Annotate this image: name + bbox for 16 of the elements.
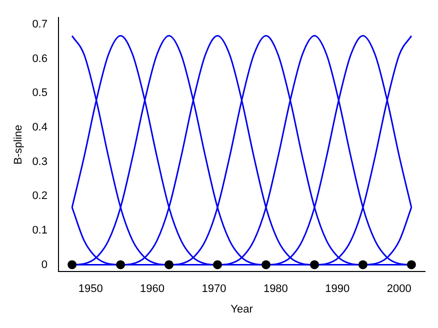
x-tick-label: 1950 [78,283,103,296]
y-tick-label: 0.3 [32,156,48,168]
y-tick-label: 0 [41,258,48,271]
y-tick-label: 0.7 [32,18,48,30]
y-tick-label: 0.2 [32,190,48,202]
y-axis-title: B-spline [12,124,25,164]
y-tick-label: 0.6 [32,52,48,65]
x-axis-title: Year [230,303,254,316]
x-tick-label: 1990 [325,283,350,296]
x-tick-label: 1960 [140,283,165,296]
y-tick-label: 0.1 [32,224,48,236]
y-tick-label: 0.4 [32,121,48,134]
x-tick-label: 2000 [386,283,412,296]
x-tick-label: 1970 [202,283,226,296]
y-tick-label: 0.5 [32,87,48,100]
x-tick-label: 1980 [263,283,288,296]
